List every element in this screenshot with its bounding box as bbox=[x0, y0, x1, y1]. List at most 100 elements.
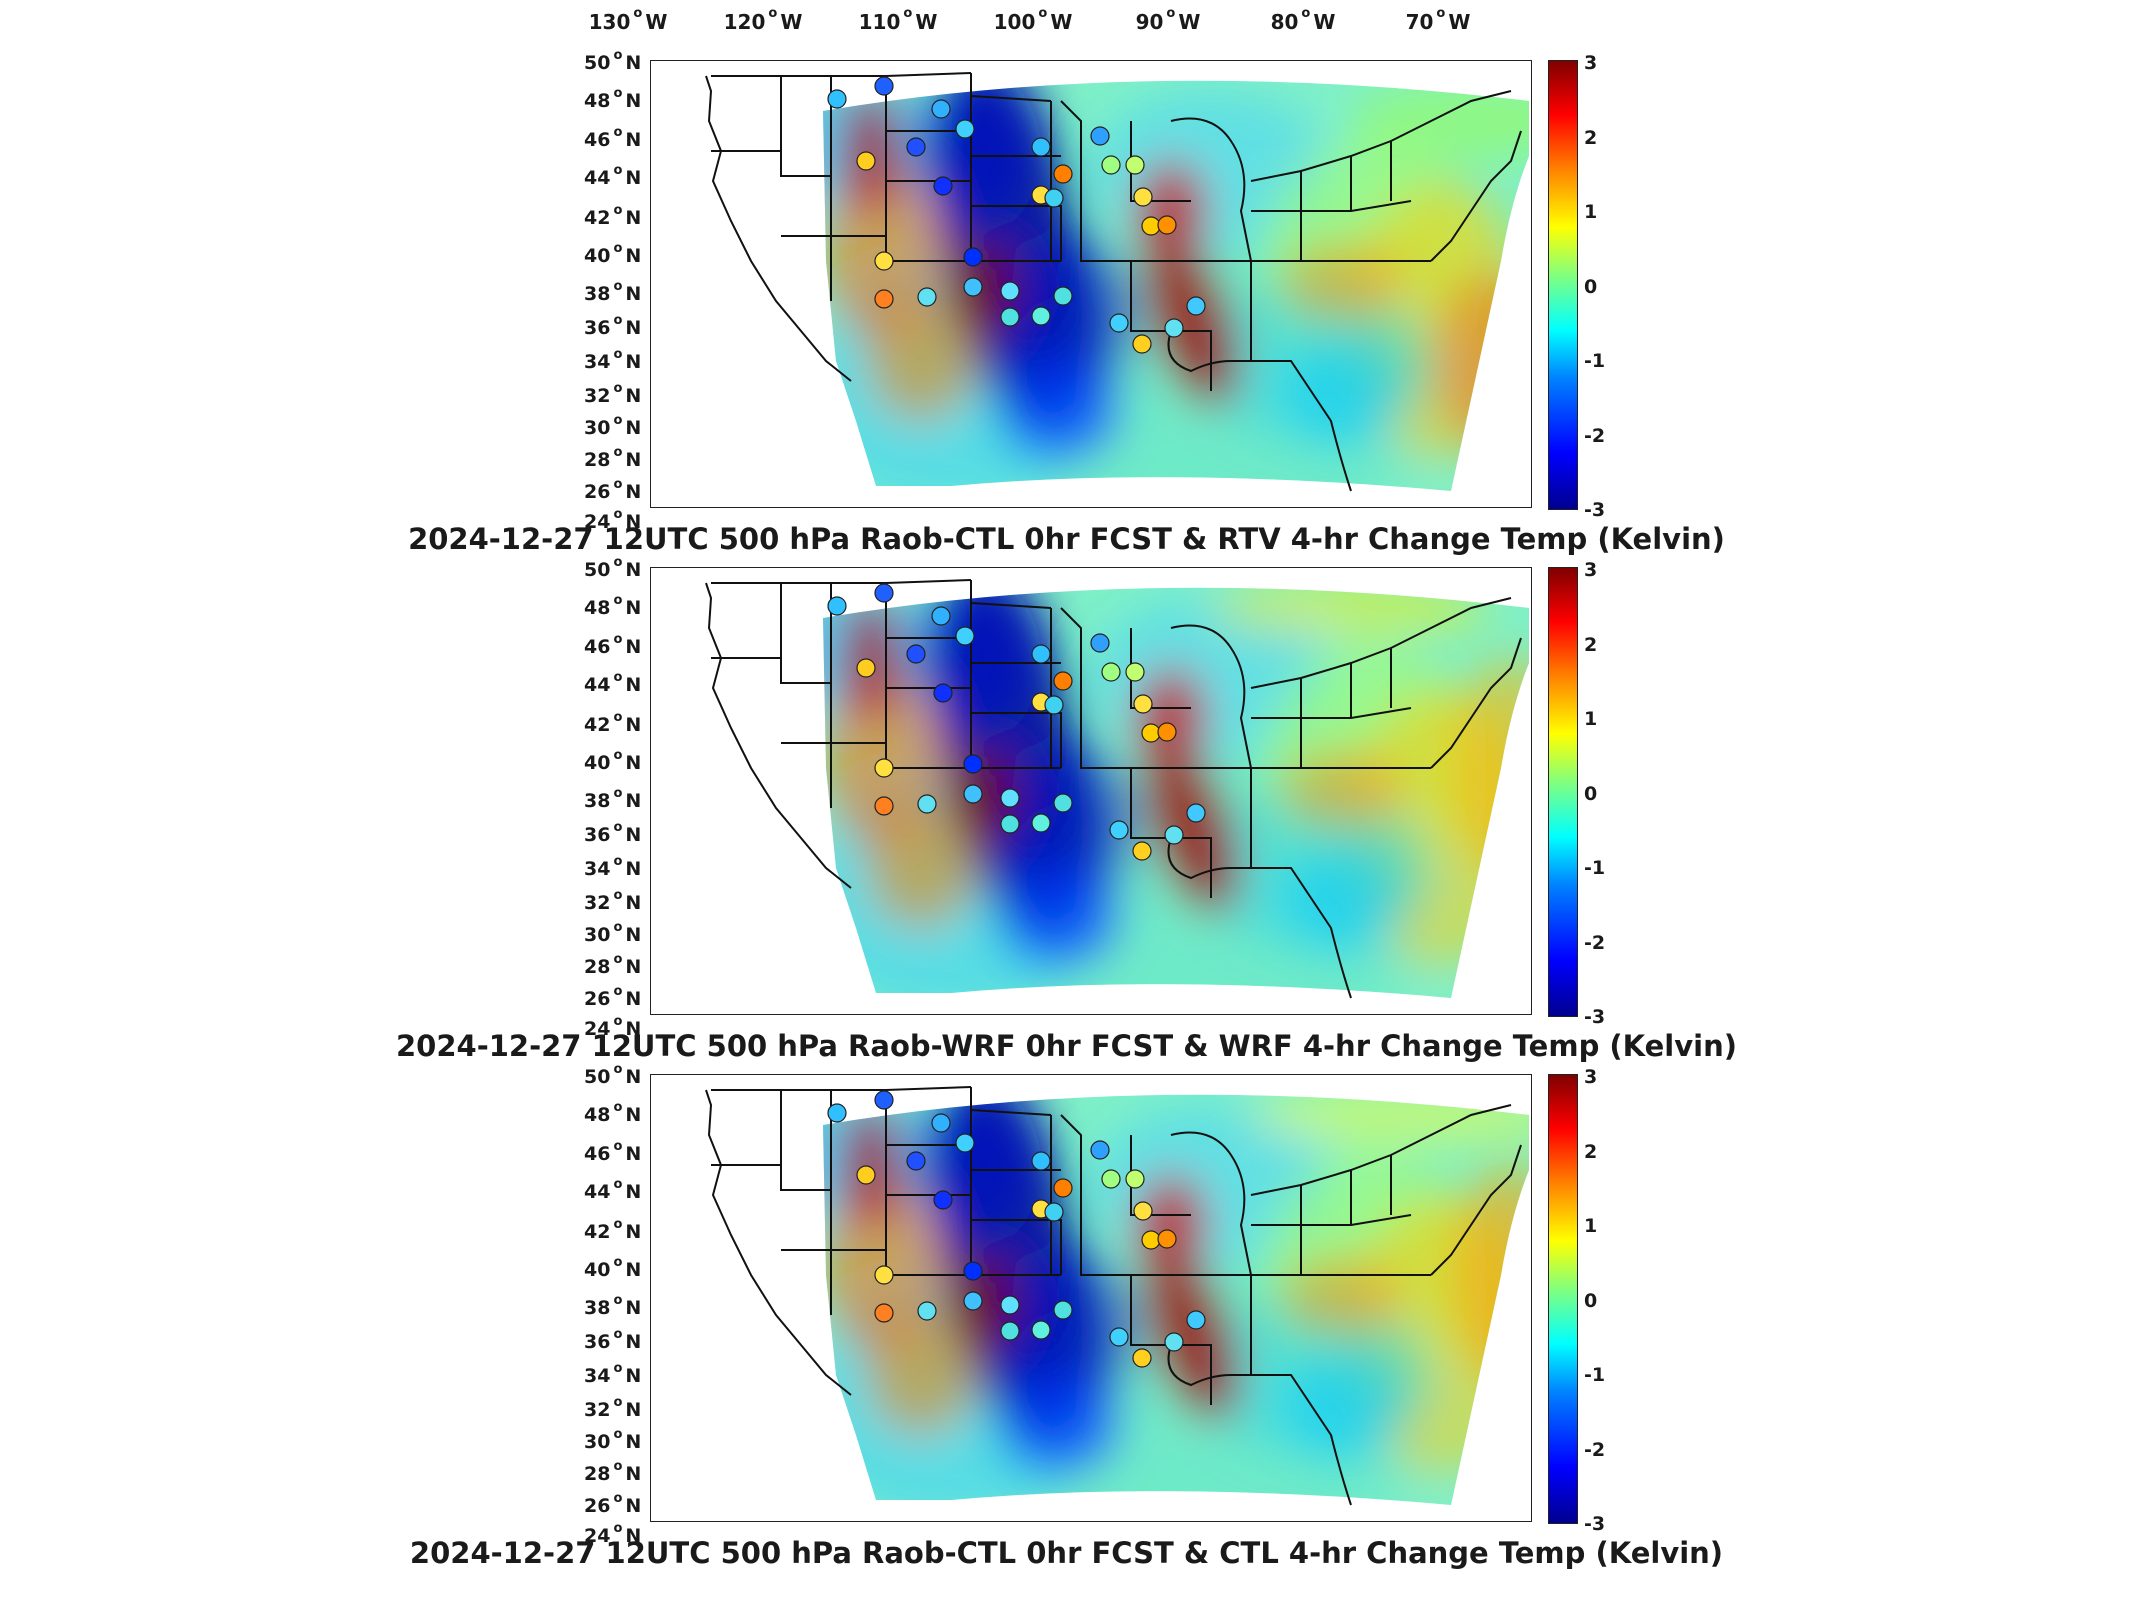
raob-station-marker bbox=[1157, 215, 1177, 235]
latitude-label: 38 o N bbox=[584, 786, 642, 812]
colorbar-tick-label: 2 bbox=[1584, 126, 1598, 149]
colorbar-tick-label: -3 bbox=[1584, 1513, 1606, 1535]
field-anomaly bbox=[1001, 868, 1121, 968]
field-anomaly bbox=[1281, 241, 1401, 321]
border-line bbox=[1430, 130, 1522, 262]
latitude-label: 32 o N bbox=[584, 381, 642, 407]
latitude-label: 34 o N bbox=[584, 854, 642, 880]
raob-station-marker bbox=[1157, 722, 1177, 742]
raob-station-marker bbox=[856, 658, 876, 678]
raob-station-marker bbox=[874, 1303, 894, 1323]
latitude-label: 34 o N bbox=[584, 1361, 642, 1387]
field-anomaly bbox=[1142, 742, 1240, 914]
panel-title: 2024-12-27 12UTC 500 hPa Raob-CTL 0hr FC… bbox=[409, 1536, 1724, 1570]
raob-station-marker bbox=[1044, 188, 1064, 208]
raob-station-marker bbox=[1125, 662, 1145, 682]
colorbar-tick-label: -3 bbox=[1584, 499, 1606, 521]
longitude-label: 130 o W bbox=[588, 6, 668, 34]
longitude-label: 70 o W bbox=[1405, 6, 1471, 34]
raob-station-marker bbox=[955, 626, 975, 646]
raob-station-marker bbox=[1031, 137, 1051, 157]
raob-station-marker bbox=[1000, 788, 1020, 808]
field-anomaly bbox=[1142, 1249, 1240, 1421]
longitude-label: 100 o W bbox=[993, 6, 1073, 34]
raob-stations bbox=[827, 1090, 1206, 1368]
colorbar bbox=[1548, 1074, 1578, 1524]
raob-station-marker bbox=[1053, 793, 1073, 813]
latitude-label: 32 o N bbox=[584, 1395, 642, 1421]
raob-station-marker bbox=[1053, 286, 1073, 306]
latitude-label: 42 o N bbox=[584, 203, 642, 229]
raob-station-marker bbox=[874, 796, 894, 816]
raob-station-marker bbox=[856, 151, 876, 171]
raob-station-marker bbox=[1031, 813, 1051, 833]
raob-station-marker bbox=[917, 287, 937, 307]
raob-station-marker bbox=[1132, 1348, 1152, 1368]
raob-station-marker bbox=[874, 583, 894, 603]
latitude-label: 44 o N bbox=[584, 163, 642, 189]
colorbar-tick-label: -3 bbox=[1584, 1006, 1606, 1028]
field-anomaly bbox=[991, 738, 1131, 918]
raob-station-marker bbox=[917, 1301, 937, 1321]
colorbar-tick-label: 3 bbox=[1584, 52, 1598, 74]
border-line bbox=[711, 1086, 972, 1091]
raob-station-marker bbox=[1109, 1327, 1129, 1347]
border-line bbox=[1430, 637, 1522, 769]
border-line bbox=[1170, 117, 1252, 262]
temperature-field-map bbox=[705, 579, 1529, 999]
field-anomaly bbox=[1281, 331, 1401, 451]
colorbar-tick-label: -1 bbox=[1584, 1364, 1606, 1386]
raob-station-marker bbox=[1109, 313, 1129, 333]
temperature-change-field bbox=[823, 80, 1529, 491]
raob-station-marker bbox=[1186, 803, 1206, 823]
latitude-label: 40 o N bbox=[584, 748, 642, 774]
border-line bbox=[970, 1109, 1062, 1276]
field-anomaly bbox=[1136, 668, 1206, 768]
map-frame bbox=[650, 60, 1532, 508]
raob-stations bbox=[827, 583, 1206, 861]
border-line bbox=[711, 72, 972, 77]
border-line bbox=[1050, 1115, 1251, 1276]
border-line bbox=[1170, 624, 1252, 769]
border-line bbox=[1430, 1144, 1522, 1276]
latitude-label: 32 o N bbox=[584, 888, 642, 914]
colorbar-tick-label: 2 bbox=[1584, 1140, 1598, 1163]
field-anomaly bbox=[866, 301, 976, 421]
latitude-label: 24 o N bbox=[584, 507, 642, 533]
border-line bbox=[970, 95, 1062, 262]
raob-station-marker bbox=[1053, 1300, 1073, 1320]
temperature-change-field bbox=[823, 587, 1529, 998]
field-anomaly bbox=[841, 598, 901, 718]
latitude-label: 48 o N bbox=[584, 593, 642, 619]
field-anomaly bbox=[1281, 1345, 1401, 1465]
raob-station-marker bbox=[1132, 334, 1152, 354]
border-line bbox=[1060, 100, 1171, 332]
raob-station-marker bbox=[917, 794, 937, 814]
field-anomaly bbox=[866, 1315, 976, 1435]
latitude-label: 40 o N bbox=[584, 1255, 642, 1281]
border-line bbox=[1167, 330, 1352, 492]
raob-station-marker bbox=[874, 1090, 894, 1110]
state-borders bbox=[705, 579, 1522, 999]
raob-station-marker bbox=[1141, 1230, 1161, 1250]
raob-station-marker bbox=[856, 1165, 876, 1185]
latitude-label: 40 o N bbox=[584, 241, 642, 267]
latitude-label: 26 o N bbox=[584, 984, 642, 1010]
field-anomaly bbox=[1281, 748, 1401, 828]
raob-station-marker bbox=[874, 76, 894, 96]
border-line bbox=[1050, 608, 1251, 769]
colorbar-tick-label: -2 bbox=[1584, 1438, 1606, 1461]
temperature-change-field bbox=[823, 1094, 1529, 1505]
border-line bbox=[1167, 1344, 1352, 1506]
latitude-label: 28 o N bbox=[584, 1459, 642, 1485]
raob-station-marker bbox=[933, 683, 953, 703]
raob-station-marker bbox=[1101, 662, 1121, 682]
raob-station-marker bbox=[1031, 1320, 1051, 1340]
raob-station-marker bbox=[931, 99, 951, 119]
border-line bbox=[1060, 1114, 1171, 1346]
longitude-label: 120 o W bbox=[723, 6, 803, 34]
raob-station-marker bbox=[874, 251, 894, 271]
raob-station-marker bbox=[1031, 306, 1051, 326]
colorbar-tick-label: -1 bbox=[1584, 350, 1606, 372]
field-anomaly bbox=[866, 808, 976, 928]
